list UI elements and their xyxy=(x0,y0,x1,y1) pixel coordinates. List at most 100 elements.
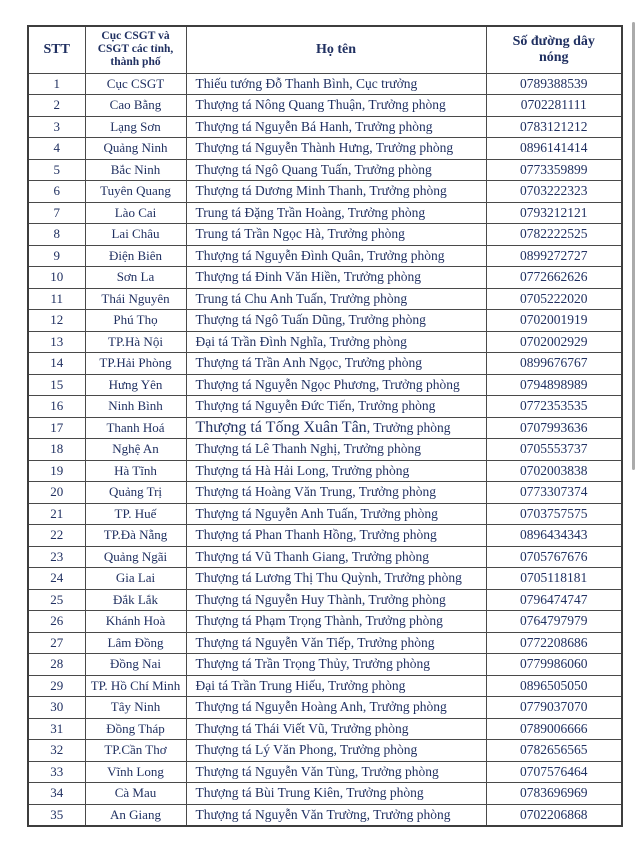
cell-officer-name: Thượng tá Nông Quang Thuận, Trưởng phòng xyxy=(185,94,487,117)
cell-hotline-number: 0896141414 xyxy=(485,137,623,160)
cell-hotline-number: 0772353535 xyxy=(485,395,623,418)
cell-hotline-number: 0789006666 xyxy=(485,717,623,740)
cell-stt: 26 xyxy=(27,610,86,633)
cell-hotline-number: 0705222020 xyxy=(485,287,623,310)
cell-officer-name: Thượng tá Nguyễn Đình Quân, Trưởng phòng xyxy=(185,244,487,267)
cell-hotline-number: 0772208686 xyxy=(485,631,623,654)
cell-stt: 21 xyxy=(27,502,86,525)
cell-department: Tây Ninh xyxy=(84,696,187,719)
table-row: 23 Quảng Ngãi Thượng tá Vũ Thanh Giang, … xyxy=(27,545,623,568)
cell-officer-name: Thượng tá Tống Xuân Tân, Trưởng phòng xyxy=(185,416,487,439)
cell-department: Cục CSGT xyxy=(84,72,187,95)
cell-officer-name: Đại tá Trần Trung Hiếu, Trưởng phòng xyxy=(185,674,487,697)
cell-stt: 28 xyxy=(27,653,86,676)
cell-officer-name: Thượng tá Nguyễn Đức Tiến, Trưởng phòng xyxy=(185,395,487,418)
cell-department: Cao Bằng xyxy=(84,94,187,117)
table-row: 14 TP.Hải Phòng Thượng tá Trần Anh Ngọc,… xyxy=(27,352,623,375)
cell-stt: 16 xyxy=(27,395,86,418)
table-row: 18 Nghệ An Thượng tá Lê Thanh Nghị, Trưở… xyxy=(27,438,623,461)
cell-stt: 6 xyxy=(27,180,86,203)
scrollbar-thumb[interactable] xyxy=(632,22,635,470)
header-department: Cục CSGT và CSGT các tỉnh, thành phố xyxy=(84,25,187,74)
cell-department: Quảng Trị xyxy=(84,481,187,504)
cell-hotline-number: 0796474747 xyxy=(485,588,623,611)
cell-stt: 27 xyxy=(27,631,86,654)
cell-hotline-number: 0703757575 xyxy=(485,502,623,525)
header-row: STT Cục CSGT và CSGT các tỉnh, thành phố… xyxy=(27,25,623,74)
table-row: 20 Quảng Trị Thượng tá Hoàng Văn Trung, … xyxy=(27,481,623,504)
table-row: 11 Thái Nguyên Trung tá Chu Anh Tuấn, Tr… xyxy=(27,287,623,310)
cell-department: Sơn La xyxy=(84,266,187,289)
header-name: Họ tên xyxy=(185,25,487,74)
cell-hotline-number: 0896434343 xyxy=(485,524,623,547)
cell-department: TP.Đà Nẵng xyxy=(84,524,187,547)
cell-hotline-number: 0702003838 xyxy=(485,459,623,482)
cell-hotline-number: 0707993636 xyxy=(485,416,623,439)
cell-hotline-number: 0783121212 xyxy=(485,115,623,138)
hotline-table-container: STT Cục CSGT và CSGT các tỉnh, thành phố… xyxy=(27,25,623,827)
table-row: 7 Lào Cai Trung tá Đặng Trần Hoàng, Trưở… xyxy=(27,201,623,224)
cell-officer-name: Trung tá Trần Ngọc Hà, Trưởng phòng xyxy=(185,223,487,246)
table-row: 22 TP.Đà Nẵng Thượng tá Phan Thanh Hồng,… xyxy=(27,524,623,547)
table-row: 34 Cà Mau Thượng tá Bùi Trung Kiên, Trưở… xyxy=(27,782,623,805)
cell-officer-name: Trung tá Đặng Trần Hoàng, Trưởng phòng xyxy=(185,201,487,224)
cell-hotline-number: 0703222323 xyxy=(485,180,623,203)
cell-officer-name: Đại tá Trần Đình Nghĩa, Trưởng phòng xyxy=(185,330,487,353)
cell-department: Ninh Bình xyxy=(84,395,187,418)
cell-officer-name: Trung tá Chu Anh Tuấn, Trưởng phòng xyxy=(185,287,487,310)
cell-stt: 7 xyxy=(27,201,86,224)
table-row: 24 Gia Lai Thượng tá Lương Thị Thu Quỳnh… xyxy=(27,567,623,590)
cell-officer-name: Thượng tá Vũ Thanh Giang, Trưởng phòng xyxy=(185,545,487,568)
table-row: 26 Khánh Hoà Thượng tá Phạm Trọng Thành,… xyxy=(27,610,623,633)
cell-officer-name: Thượng tá Phạm Trọng Thành, Trưởng phòng xyxy=(185,610,487,633)
cell-stt: 34 xyxy=(27,782,86,805)
cell-hotline-number: 0773359899 xyxy=(485,158,623,181)
header-department-label: Cục CSGT và CSGT các tỉnh, thành phố xyxy=(97,30,174,69)
cell-stt: 25 xyxy=(27,588,86,611)
cell-stt: 22 xyxy=(27,524,86,547)
cell-officer-name: Thượng tá Nguyễn Thành Hưng, Trưởng phòn… xyxy=(185,137,487,160)
cell-hotline-number: 0789388539 xyxy=(485,72,623,95)
cell-officer-name: Thượng tá Nguyễn Văn Trường, Trưởng phòn… xyxy=(185,803,487,826)
table-row: 2 Cao Bằng Thượng tá Nông Quang Thuận, T… xyxy=(27,94,623,117)
cell-stt: 35 xyxy=(27,803,86,826)
header-hotline-label: Số đường dây nóng xyxy=(512,34,595,65)
cell-department: Điện Biên xyxy=(84,244,187,267)
cell-stt: 33 xyxy=(27,760,86,783)
table-row: 10 Sơn La Thượng tá Đinh Văn Hiền, Trưởn… xyxy=(27,266,623,289)
cell-department: Lai Châu xyxy=(84,223,187,246)
cell-officer-name: Thượng tá Hoàng Văn Trung, Trưởng phòng xyxy=(185,481,487,504)
table-row: 19 Hà Tĩnh Thượng tá Hà Hải Long, Trưởng… xyxy=(27,459,623,482)
table-row: 25 Đắk Lắk Thượng tá Nguyễn Huy Thành, T… xyxy=(27,588,623,611)
cell-department: Đồng Nai xyxy=(84,653,187,676)
cell-stt: 5 xyxy=(27,158,86,181)
cell-hotline-number: 0782656565 xyxy=(485,739,623,762)
cell-stt: 24 xyxy=(27,567,86,590)
cell-department: Thái Nguyên xyxy=(84,287,187,310)
cell-stt: 10 xyxy=(27,266,86,289)
cell-department: TP.Hải Phòng xyxy=(84,352,187,375)
cell-stt: 32 xyxy=(27,739,86,762)
cell-officer-name: Thượng tá Ngô Quang Tuấn, Trưởng phòng xyxy=(185,158,487,181)
cell-hotline-number: 0782222525 xyxy=(485,223,623,246)
table-row: 30 Tây Ninh Thượng tá Nguyễn Hoàng Anh, … xyxy=(27,696,623,719)
header-stt: STT xyxy=(27,25,86,74)
cell-hotline-number: 0702281111 xyxy=(485,94,623,117)
cell-hotline-number: 0773307374 xyxy=(485,481,623,504)
cell-hotline-number: 0896505050 xyxy=(485,674,623,697)
table-row: 28 Đồng Nai Thượng tá Trần Trọng Thủy, T… xyxy=(27,653,623,676)
cell-officer-name: Thượng tá Lê Thanh Nghị, Trưởng phòng xyxy=(185,438,487,461)
cell-stt: 18 xyxy=(27,438,86,461)
table-header: STT Cục CSGT và CSGT các tỉnh, thành phố… xyxy=(27,25,623,74)
table-row: 13 TP.Hà Nội Đại tá Trần Đình Nghĩa, Trư… xyxy=(27,330,623,353)
cell-officer-name: Thượng tá Nguyễn Văn Tùng, Trưởng phòng xyxy=(185,760,487,783)
cell-stt: 4 xyxy=(27,137,86,160)
cell-department: Lâm Đồng xyxy=(84,631,187,654)
cell-stt: 1 xyxy=(27,72,86,95)
cell-hotline-number: 0899272727 xyxy=(485,244,623,267)
table-row: 27 Lâm Đồng Thượng tá Nguyễn Văn Tiếp, T… xyxy=(27,631,623,654)
cell-department: TP. Huế xyxy=(84,502,187,525)
cell-hotline-number: 0793212121 xyxy=(485,201,623,224)
cell-department: TP. Hồ Chí Minh xyxy=(84,674,187,697)
